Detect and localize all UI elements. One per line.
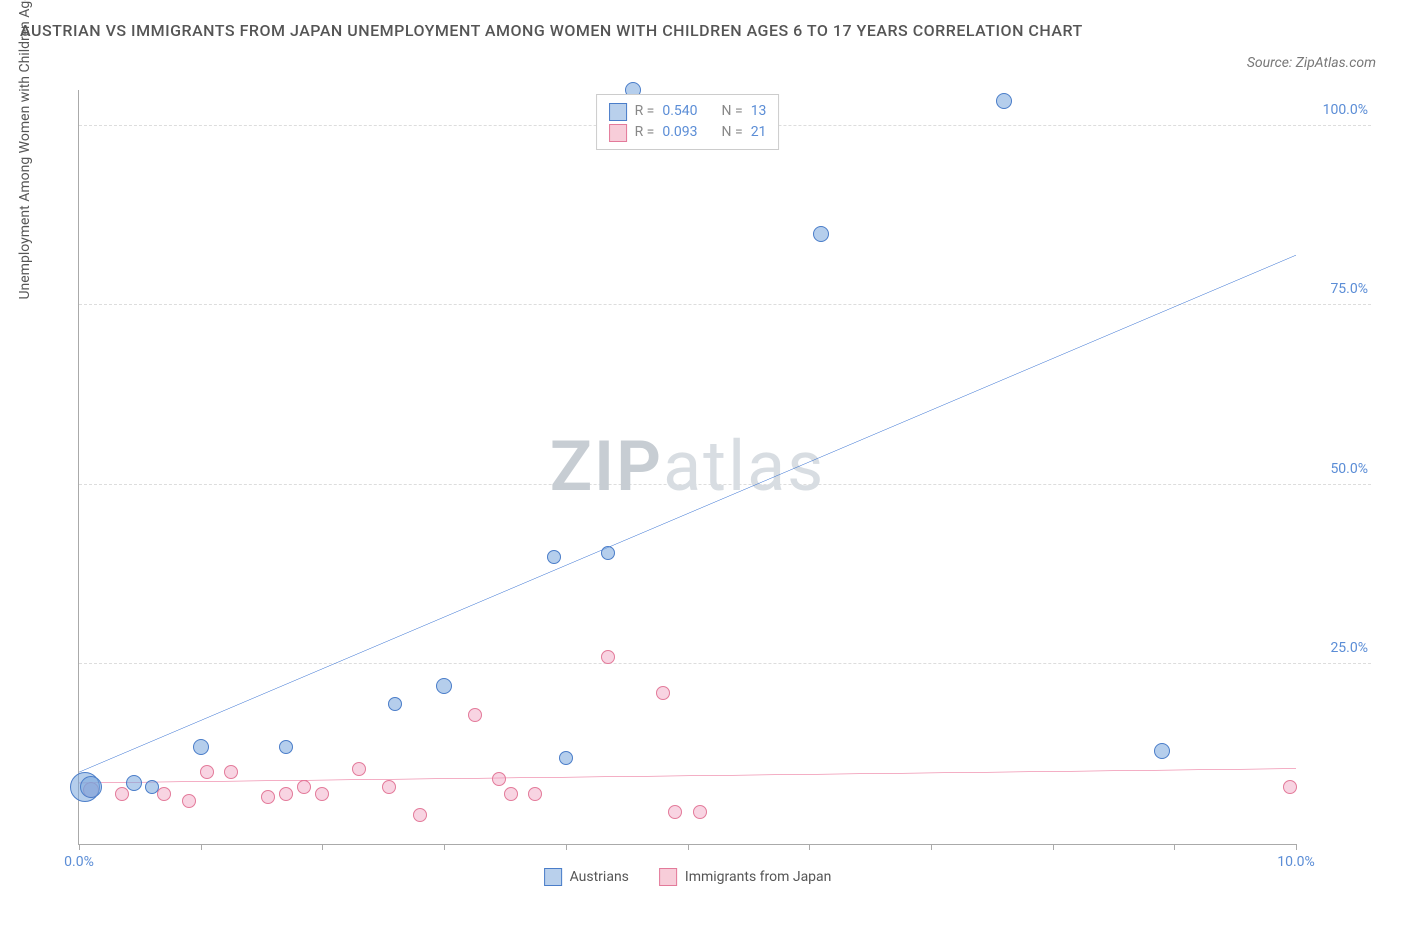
- r-value-pink: 0.093: [662, 122, 697, 143]
- n-label: N =: [722, 122, 743, 143]
- data-point-blue: [145, 780, 159, 794]
- data-point-pink: [1283, 780, 1297, 794]
- plot-area: ZIPatlas R = 0.540 N = 13 R = 0.093 N = …: [78, 90, 1296, 845]
- stats-row-pink: R = 0.093 N = 21: [609, 122, 767, 143]
- r-label: R =: [635, 122, 655, 143]
- stats-row-blue: R = 0.540 N = 13: [609, 101, 767, 122]
- chart-title: AUSTRIAN VS IMMIGRANTS FROM JAPAN UNEMPL…: [0, 0, 1406, 44]
- watermark: ZIPatlas: [550, 426, 826, 508]
- trend-line: [79, 769, 1296, 783]
- r-value-blue: 0.540: [662, 101, 697, 122]
- data-point-pink: [352, 762, 366, 776]
- data-point-blue: [601, 546, 615, 560]
- data-point-blue: [436, 678, 452, 694]
- stats-legend: R = 0.540 N = 13 R = 0.093 N = 21: [596, 94, 780, 150]
- x-tick: [931, 844, 932, 850]
- legend-label-austrians: Austrians: [570, 869, 629, 885]
- data-point-blue: [279, 740, 293, 754]
- swatch-blue-icon: [609, 103, 627, 121]
- n-label: N =: [722, 101, 743, 122]
- series-legend: Austrians Immigrants from Japan: [544, 868, 832, 886]
- x-tick: [322, 844, 323, 850]
- legend-item-austrians: Austrians: [544, 868, 629, 886]
- gridline: [79, 304, 1371, 305]
- y-tick-label: 75.0%: [1330, 281, 1368, 297]
- data-point-pink: [656, 686, 670, 700]
- source-label: Source: ZipAtlas.com: [1247, 55, 1376, 71]
- y-tick-label: 25.0%: [1330, 640, 1368, 656]
- gridline: [79, 663, 1371, 664]
- y-axis-label: Unemployment Among Women with Children A…: [17, 0, 33, 300]
- data-point-blue: [547, 550, 561, 564]
- data-point-pink: [315, 787, 329, 801]
- watermark-atlas: atlas: [663, 426, 825, 508]
- x-tick: [1296, 844, 1297, 850]
- data-point-pink: [182, 794, 196, 808]
- y-tick-label: 50.0%: [1330, 461, 1368, 477]
- x-tick: [809, 844, 810, 850]
- swatch-blue-icon: [544, 868, 562, 886]
- x-tick: [444, 844, 445, 850]
- chart-container: Unemployment Among Women with Children A…: [50, 90, 1376, 890]
- n-value-pink: 21: [751, 122, 767, 143]
- legend-item-japan: Immigrants from Japan: [659, 868, 831, 886]
- trend-line: [79, 255, 1296, 772]
- data-point-pink: [693, 805, 707, 819]
- data-point-pink: [261, 790, 275, 804]
- x-tick: [79, 844, 80, 850]
- x-tick-label: 0.0%: [64, 854, 94, 870]
- data-point-pink: [200, 765, 214, 779]
- data-point-pink: [601, 650, 615, 664]
- x-tick: [688, 844, 689, 850]
- watermark-zip: ZIP: [550, 426, 663, 508]
- data-point-blue: [126, 775, 142, 791]
- swatch-pink-icon: [659, 868, 677, 886]
- n-value-blue: 13: [751, 101, 767, 122]
- data-point-blue: [996, 93, 1012, 109]
- data-point-blue: [80, 776, 102, 798]
- data-point-pink: [382, 780, 396, 794]
- data-point-blue: [388, 697, 402, 711]
- x-tick: [201, 844, 202, 850]
- data-point-pink: [297, 780, 311, 794]
- data-point-blue: [559, 751, 573, 765]
- data-point-blue: [193, 739, 209, 755]
- data-point-pink: [279, 787, 293, 801]
- r-label: R =: [635, 101, 655, 122]
- data-point-pink: [157, 787, 171, 801]
- data-point-pink: [668, 805, 682, 819]
- swatch-pink-icon: [609, 124, 627, 142]
- data-point-pink: [504, 787, 518, 801]
- data-point-pink: [492, 772, 506, 786]
- y-tick-label: 100.0%: [1323, 102, 1368, 118]
- legend-label-japan: Immigrants from Japan: [685, 869, 831, 885]
- data-point-pink: [468, 708, 482, 722]
- data-point-pink: [413, 808, 427, 822]
- x-tick: [1053, 844, 1054, 850]
- data-point-pink: [224, 765, 238, 779]
- data-point-pink: [528, 787, 542, 801]
- x-tick: [566, 844, 567, 850]
- x-tick-label: 10.0%: [1277, 854, 1315, 870]
- x-tick: [1174, 844, 1175, 850]
- data-point-pink: [115, 787, 129, 801]
- data-point-blue: [1154, 743, 1170, 759]
- data-point-blue: [813, 226, 829, 242]
